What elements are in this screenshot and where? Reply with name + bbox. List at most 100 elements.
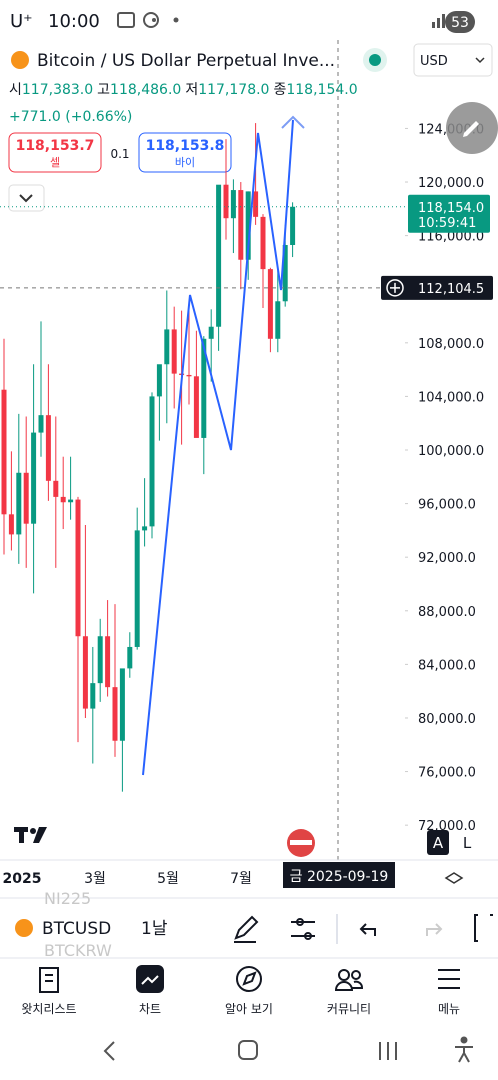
- x-tick-label: 2025: [3, 871, 42, 887]
- currency-select[interactable]: [413, 43, 493, 77]
- crosshair-date: 금 2025-09-19: [290, 869, 389, 885]
- drawing-arrow: [281, 115, 305, 129]
- candle-body: [238, 190, 244, 260]
- candle-body: [38, 415, 44, 433]
- candle-body: [156, 364, 162, 397]
- candle-body: [97, 636, 103, 684]
- candle-body: [216, 184, 222, 327]
- ohlc-value: 117,178.0: [198, 82, 269, 98]
- sell-label: 셀: [50, 156, 60, 169]
- candle-body: [8, 514, 14, 535]
- nav-item[interactable]: 왓치리스트: [21, 1002, 76, 1016]
- y-tick-label: 88,000.0: [418, 605, 476, 620]
- ghost-symbol: NI225: [44, 889, 91, 908]
- toolbar-symbol[interactable]: BTCUSD: [42, 919, 111, 939]
- candle-body: [75, 499, 81, 637]
- nav-item[interactable]: 차트: [139, 1002, 161, 1016]
- y-tick-label: 104,000.0: [418, 390, 484, 405]
- ohlc-value: 117,383.0: [22, 82, 93, 98]
- market-dot: [369, 54, 381, 66]
- ohlc-label: 종: [273, 82, 286, 98]
- ohlc-label: 고: [97, 82, 110, 98]
- candle-body: [149, 396, 155, 527]
- y-tick-label: 80,000.0: [418, 712, 476, 727]
- last-price: 118,154.0: [418, 201, 484, 216]
- y-tick-label: 120,000.0: [418, 176, 484, 191]
- crosshair-plus: [386, 279, 404, 297]
- candle-body: [245, 191, 251, 260]
- chevron: [475, 57, 485, 64]
- candle-body: [16, 472, 22, 535]
- candle-body: [253, 191, 259, 217]
- x-tick-label: 3월: [84, 871, 106, 887]
- candle-body: [45, 415, 51, 481]
- candle-body: [267, 269, 273, 339]
- settings-icon[interactable]: [444, 872, 464, 884]
- candle-body: [53, 480, 59, 497]
- candle-body: [201, 338, 207, 438]
- y-tick-label: 100,000.0: [418, 444, 484, 459]
- toolbar-icons: [234, 914, 493, 944]
- crosshair-price: 112,104.5: [418, 282, 484, 297]
- ohlc-label: 시: [9, 82, 22, 98]
- plot: 72,000.076,000.080,000.084,000.088,000.0…: [0, 122, 493, 834]
- crosshair-plus-sign: [390, 282, 400, 293]
- battery-level: 53: [451, 15, 469, 31]
- y-tick-label: 96,000.0: [418, 498, 476, 513]
- y-tick-label: 84,000.0: [418, 658, 476, 673]
- candle-body: [119, 668, 125, 741]
- nav-item[interactable]: 메뉴: [438, 1002, 460, 1016]
- candle-body: [142, 526, 148, 531]
- change: +771.0 (+0.66%): [9, 109, 132, 125]
- ohlc-row: 시117,383.0 고118,486.0 저117,178.0 종118,154.0: [9, 82, 358, 98]
- drawing: [142, 119, 294, 776]
- system-nav: [103, 1036, 473, 1063]
- nav-icons: [39, 965, 460, 993]
- candle-body: [275, 301, 281, 339]
- symbol-title[interactable]: Bitcoin / US Dollar Perpetual Inve...: [37, 51, 335, 71]
- candle-body: [68, 499, 74, 503]
- candle-body: [90, 683, 96, 709]
- buy-label: 바이: [175, 156, 195, 169]
- ohlc-label: 저: [185, 82, 198, 98]
- candle-body: [223, 184, 229, 219]
- y-tick-label: 116,000.0: [418, 230, 484, 245]
- pencil-icon: [463, 121, 479, 137]
- y-tick-label: 92,000.0: [418, 551, 476, 566]
- candle-body: [23, 472, 29, 524]
- candle-body: [230, 190, 236, 219]
- log-scale-label[interactable]: L: [463, 834, 472, 852]
- y-tick-label: 76,000.0: [418, 766, 476, 781]
- ghost-symbol: BTCKRW: [44, 941, 112, 960]
- ohlc-value: 118,486.0: [110, 82, 181, 98]
- btc-icon: [15, 919, 33, 937]
- ohlc-value: 118,154.0: [286, 82, 357, 98]
- collapse-icon: [19, 194, 33, 203]
- candle-body: [134, 530, 140, 647]
- x-tick-label: 7월: [230, 871, 252, 887]
- candle-body: [127, 646, 133, 669]
- auto-scale-label: A: [433, 834, 444, 852]
- tv-logo: [14, 827, 47, 843]
- flag-stripe: [290, 840, 312, 845]
- toolbar-interval[interactable]: 1날: [141, 919, 168, 939]
- btc-icon: [11, 51, 29, 69]
- sell-button[interactable]: [8, 132, 102, 173]
- crosshair-price-box: [381, 275, 493, 300]
- time: 10:00: [48, 11, 100, 32]
- candle-body: [105, 636, 111, 688]
- nav-item[interactable]: 알아 보기: [225, 1002, 273, 1016]
- candle-body: [208, 326, 214, 339]
- buy-button[interactable]: [138, 132, 232, 173]
- collapse-button[interactable]: [8, 184, 45, 212]
- nav-item[interactable]: 커뮤니티: [327, 1002, 371, 1016]
- spread: 0.1: [110, 147, 129, 161]
- sell-price: 118,153.7: [16, 138, 95, 154]
- currency: USD: [420, 54, 448, 69]
- status-icons: [117, 12, 445, 28]
- battery: [445, 11, 475, 33]
- auto-scale[interactable]: [427, 830, 449, 855]
